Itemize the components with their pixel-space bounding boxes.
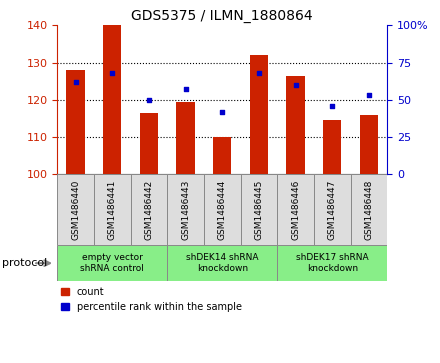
Text: shDEK14 shRNA
knockdown: shDEK14 shRNA knockdown <box>186 253 258 273</box>
Bar <box>140 113 158 174</box>
Point <box>182 86 189 92</box>
Text: GSM1486442: GSM1486442 <box>144 180 154 240</box>
FancyBboxPatch shape <box>277 174 314 245</box>
Title: GDS5375 / ILMN_1880864: GDS5375 / ILMN_1880864 <box>132 9 313 23</box>
Point <box>145 97 152 103</box>
Text: GSM1486447: GSM1486447 <box>328 179 337 240</box>
Bar <box>360 115 378 174</box>
Bar <box>250 55 268 174</box>
Bar <box>286 76 305 174</box>
FancyBboxPatch shape <box>277 245 387 281</box>
Point <box>329 103 336 109</box>
Bar <box>323 120 341 174</box>
FancyBboxPatch shape <box>94 174 131 245</box>
Point <box>72 79 79 85</box>
FancyBboxPatch shape <box>204 174 241 245</box>
FancyBboxPatch shape <box>167 245 277 281</box>
Text: GSM1486445: GSM1486445 <box>254 179 264 240</box>
Point <box>365 93 372 98</box>
FancyBboxPatch shape <box>167 174 204 245</box>
Text: shDEK17 shRNA
knockdown: shDEK17 shRNA knockdown <box>296 253 369 273</box>
Text: GSM1486448: GSM1486448 <box>364 179 374 240</box>
Text: GSM1486443: GSM1486443 <box>181 179 190 240</box>
Point <box>292 82 299 88</box>
Text: GSM1486440: GSM1486440 <box>71 179 80 240</box>
Text: empty vector
shRNA control: empty vector shRNA control <box>80 253 144 273</box>
Legend: count, percentile rank within the sample: count, percentile rank within the sample <box>57 283 246 316</box>
Point <box>255 70 262 76</box>
FancyBboxPatch shape <box>57 174 94 245</box>
Bar <box>66 70 85 174</box>
FancyBboxPatch shape <box>241 174 277 245</box>
Bar <box>176 102 195 174</box>
Point <box>109 70 116 76</box>
FancyBboxPatch shape <box>314 174 351 245</box>
Point <box>219 109 226 115</box>
FancyBboxPatch shape <box>131 174 167 245</box>
FancyBboxPatch shape <box>57 245 167 281</box>
Bar <box>103 25 121 174</box>
Text: protocol: protocol <box>2 258 48 268</box>
Text: GSM1486444: GSM1486444 <box>218 180 227 240</box>
Text: GSM1486446: GSM1486446 <box>291 179 300 240</box>
Bar <box>213 137 231 174</box>
FancyBboxPatch shape <box>351 174 387 245</box>
Text: GSM1486441: GSM1486441 <box>108 179 117 240</box>
